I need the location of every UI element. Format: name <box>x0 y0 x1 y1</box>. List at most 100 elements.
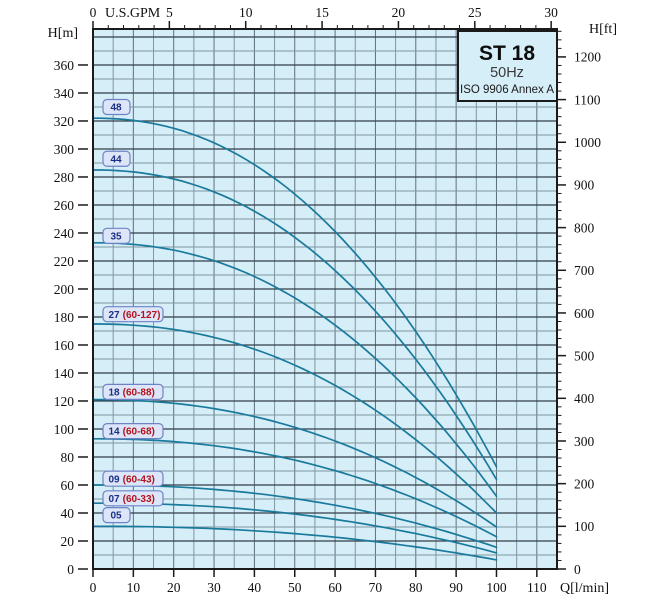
curve-label-48: 48 <box>102 98 131 116</box>
right-tick-label: 200 <box>574 476 595 491</box>
left-tick-label: 340 <box>54 86 75 101</box>
pump-curve-44 <box>92 169 498 481</box>
left-tick-label: 220 <box>54 254 75 269</box>
bottom-axis-title: Q[l/min] <box>560 581 609 596</box>
curve-label-box <box>102 306 164 323</box>
curve-label-18: 18 (60-88) <box>102 383 164 400</box>
top-axis-title: U.S.GPM <box>105 6 161 21</box>
curve-label-box <box>102 422 164 440</box>
curve-labels: 48 44 35 27 (60-127) 18 (60-88) 14 (60-68) 09 (60-… <box>102 98 164 524</box>
left-tick-label: 260 <box>54 198 75 213</box>
title-box: ST 18 50Hz ISO 9906 Annex A <box>457 30 558 102</box>
curve-label-box <box>102 98 131 116</box>
bottom-tick-label: 20 <box>167 580 181 595</box>
right-axis-title: H[ft] <box>589 22 617 37</box>
bottom-tick-label: 50 <box>288 580 302 595</box>
right-tick-label: 800 <box>574 220 595 235</box>
curve-label-text: 27 (60-127) <box>109 310 161 321</box>
bottom-tick-label: 70 <box>369 580 383 595</box>
right-tick-label: 0 <box>574 562 581 577</box>
right-tick-label: 600 <box>574 306 595 321</box>
curve-label-05: 05 <box>102 506 131 524</box>
curve-label-box <box>102 227 131 244</box>
bottom-tick-label: 30 <box>207 580 221 595</box>
top-tick-label: 0 <box>90 5 97 20</box>
right-tick-label: 1200 <box>574 50 601 65</box>
plot-area <box>93 29 557 569</box>
curve-label-box <box>102 383 164 400</box>
top-tick-label: 25 <box>468 5 482 20</box>
right-tick-label: 400 <box>574 391 595 406</box>
curve-label-35: 35 <box>102 227 131 244</box>
curve-label-27: 27 (60-127) <box>102 306 164 323</box>
pump-curve-14 <box>92 437 498 538</box>
pump-model-title: ST 18 <box>479 42 535 65</box>
left-tick-label: 0 <box>67 562 74 577</box>
top-tick-label: 30 <box>544 5 558 20</box>
left-tick-label: 80 <box>61 450 75 465</box>
curve-label-box <box>102 150 131 167</box>
curve-label-box <box>102 470 164 487</box>
left-tick-label: 180 <box>54 310 75 325</box>
top-tick-label: 20 <box>392 5 406 20</box>
right-tick-label: 1100 <box>574 92 601 107</box>
right-tick-label: 500 <box>574 348 595 363</box>
title-box-frame <box>457 30 558 102</box>
left-tick-label: 320 <box>54 114 75 129</box>
top-tick-label: 10 <box>239 5 253 20</box>
left-axis-title: H[m] <box>48 26 78 41</box>
right-tick-label: 100 <box>574 519 595 534</box>
bottom-tick-label: 100 <box>486 580 507 595</box>
left-tick-label: 200 <box>54 282 75 297</box>
left-tick-label: 280 <box>54 170 75 185</box>
bottom-tick-label: 110 <box>527 580 547 595</box>
plot-generated-content: 0 10 20 30 40 50 60 70 80 90 100 110020406080100120… <box>54 5 602 595</box>
pump-curve-48 <box>92 117 498 468</box>
curve-label-box <box>102 490 164 507</box>
pump-curve-05 <box>92 525 498 561</box>
plot-border <box>92 28 558 570</box>
left-tick-label: 360 <box>54 58 75 73</box>
pump-curve-35 <box>92 241 498 498</box>
left-tick-label: 60 <box>61 478 75 493</box>
right-tick-label: 300 <box>574 434 595 449</box>
curve-label-text: 09 (60-43) <box>109 474 155 485</box>
curve-label-text: 35 <box>111 231 123 242</box>
curve-label-text: 44 <box>111 154 123 165</box>
curve-label-44: 44 <box>102 150 131 167</box>
curve-label-text: 07 (60-33) <box>109 494 155 505</box>
left-tick-label: 100 <box>54 422 75 437</box>
pump-curve-18 <box>92 398 498 528</box>
iso-standard-label: ISO 9906 Annex A <box>460 84 554 96</box>
bottom-tick-label: 0 <box>90 580 97 595</box>
top-tick-label: 15 <box>315 5 329 20</box>
curve-label-07: 07 (60-33) <box>102 490 164 507</box>
left-tick-label: 20 <box>61 534 75 549</box>
right-tick-label: 1000 <box>574 135 601 150</box>
left-tick-label: 40 <box>61 506 75 521</box>
left-tick-label: 300 <box>54 142 75 157</box>
curve-label-text: 14 (60-68) <box>109 427 155 438</box>
left-tick-label: 240 <box>54 226 75 241</box>
frequency-label: 50Hz <box>490 65 524 81</box>
right-tick-label: 700 <box>574 263 595 278</box>
left-tick-label: 140 <box>54 366 75 381</box>
bottom-tick-label: 10 <box>127 580 141 595</box>
curve-label-text: 18 (60-88) <box>109 387 155 398</box>
axes: 0 10 20 30 40 50 60 70 80 90 100 110020406080100120… <box>54 5 602 595</box>
curve-label-box <box>102 506 131 524</box>
bottom-tick-label: 60 <box>328 580 342 595</box>
pump-curve-27 <box>92 323 498 514</box>
bottom-tick-label: 40 <box>248 580 262 595</box>
curve-label-text: 05 <box>111 511 123 522</box>
top-tick-label: 5 <box>166 5 173 20</box>
bottom-tick-label: 80 <box>409 580 423 595</box>
curve-label-09: 09 (60-43) <box>102 470 164 487</box>
curve-label-14: 14 (60-68) <box>102 422 164 440</box>
bottom-tick-label: 90 <box>449 580 463 595</box>
left-tick-label: 160 <box>54 338 75 353</box>
left-tick-label: 120 <box>54 394 75 409</box>
right-tick-label: 900 <box>574 178 595 193</box>
